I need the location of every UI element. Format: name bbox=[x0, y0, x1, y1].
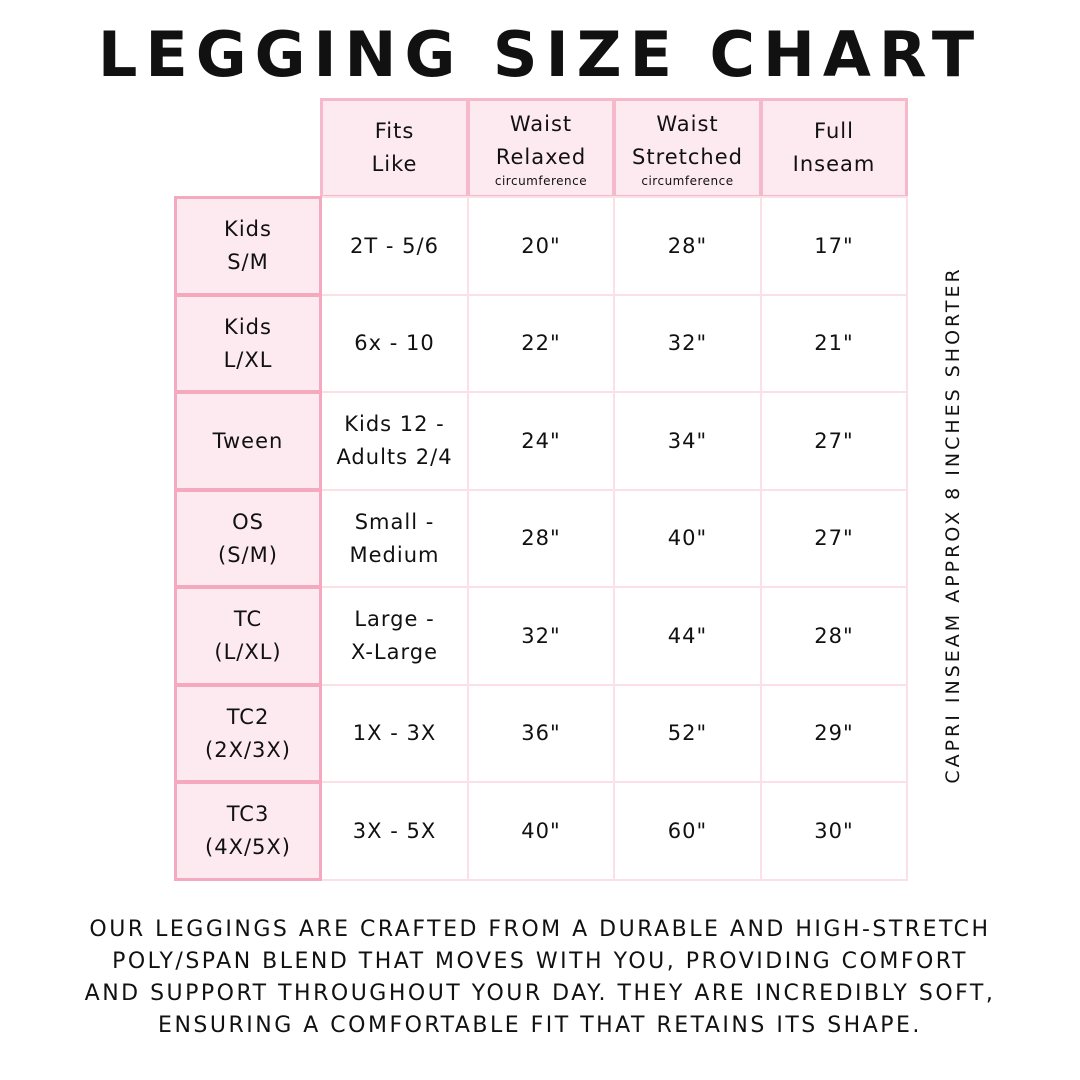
cell-text: 27" bbox=[814, 428, 854, 453]
table-cell: 28" bbox=[613, 196, 762, 296]
cell-text: Waist Stretched bbox=[632, 112, 743, 169]
table-cell: Large - X-Large bbox=[320, 586, 469, 686]
table-cell: 29" bbox=[760, 684, 908, 783]
table-cell: 2T - 5/6 bbox=[320, 196, 469, 296]
row-header: TC (L/XL) bbox=[174, 586, 322, 686]
capri-note: CAPRI INSEAM APPROX 8 INCHES SHORTER bbox=[942, 266, 964, 784]
cell-text: 2T - 5/6 bbox=[350, 233, 439, 258]
cell-text: 60" bbox=[667, 818, 708, 843]
description: Our leggings are crafted from a durable … bbox=[0, 914, 1080, 1042]
cell-text: 32" bbox=[521, 623, 561, 648]
table-cell: Kids 12 - Adults 2/4 bbox=[320, 391, 469, 491]
table-cell: 32" bbox=[467, 586, 615, 686]
table-cell: 6x - 10 bbox=[320, 294, 469, 393]
table-cell: 27" bbox=[760, 391, 908, 491]
cell-text: 44" bbox=[667, 623, 708, 648]
table-cell: Small - Medium bbox=[320, 489, 469, 588]
cell-text: 28" bbox=[667, 233, 708, 258]
table-cell: 1X - 3X bbox=[320, 684, 469, 783]
cell-text: TC3 (4X/5X) bbox=[205, 802, 291, 859]
column-header: Full Inseam bbox=[760, 98, 908, 198]
cell-text: 30" bbox=[814, 818, 854, 843]
page-title: LEGGING SIZE CHART bbox=[97, 18, 983, 91]
table-cell: 22" bbox=[467, 294, 615, 393]
table-cell: 28" bbox=[467, 489, 615, 588]
table-cell: 60" bbox=[613, 781, 762, 881]
description-line: poly/span blend that moves with you, pro… bbox=[112, 949, 968, 974]
cell-text: Small - Medium bbox=[349, 509, 440, 567]
table-cell: 24" bbox=[467, 391, 615, 491]
table-cell: 28" bbox=[760, 586, 908, 686]
cell-text: TC (L/XL) bbox=[214, 607, 282, 664]
cell-text: Kids L/XL bbox=[223, 314, 273, 372]
row-header: TC3 (4X/5X) bbox=[174, 781, 322, 881]
description-line: Our leggings are crafted from a durable … bbox=[89, 917, 991, 942]
cell-text: 40" bbox=[521, 818, 561, 843]
column-header: Fits Like bbox=[320, 98, 469, 198]
cell-text: 29" bbox=[814, 721, 854, 745]
table-cell: 34" bbox=[613, 391, 762, 491]
row-header: Kids S/M bbox=[174, 196, 322, 296]
cell-text: 36" bbox=[521, 721, 561, 745]
cell-text: 40" bbox=[667, 526, 708, 550]
table-cell: 44" bbox=[613, 586, 762, 686]
table-cell: 40" bbox=[613, 489, 762, 588]
table-cell: 30" bbox=[760, 781, 908, 881]
cell-text: 21" bbox=[814, 331, 854, 355]
table-cell: 52" bbox=[613, 684, 762, 783]
description-line: and support throughout your day. They ar… bbox=[84, 981, 996, 1006]
cell-text: 52" bbox=[667, 721, 708, 745]
cell-text: Large - X-Large bbox=[350, 607, 438, 664]
cell-text: Fits Like bbox=[371, 119, 418, 176]
table-cell: 27" bbox=[760, 489, 908, 588]
cell-text: 34" bbox=[667, 428, 708, 453]
row-header: Tween bbox=[174, 391, 322, 491]
cell-text: OS (S/M) bbox=[218, 509, 278, 567]
column-header: Waist Relaxed circumference bbox=[467, 98, 615, 198]
row-header: TC2 (2X/3X) bbox=[174, 684, 322, 783]
cell-text: TC2 (2X/3X) bbox=[205, 704, 291, 762]
table-cell: 17" bbox=[760, 196, 908, 296]
table-cell: 3X - 5X bbox=[320, 781, 469, 881]
cell-text: Kids 12 - Adults 2/4 bbox=[336, 412, 453, 469]
cell-text: 28" bbox=[814, 623, 854, 648]
cell-text: 32" bbox=[667, 331, 708, 355]
size-table: Fits Like Waist Relaxed circumference Waist… bbox=[174, 98, 908, 881]
cell-text: Tween bbox=[212, 428, 284, 453]
cell-text: 6x - 10 bbox=[354, 331, 435, 355]
column-header: Waist Stretched circumference bbox=[613, 98, 762, 198]
cell-subtext: circumference bbox=[641, 174, 734, 188]
table-cell: 36" bbox=[467, 684, 615, 783]
cell-text: Waist Relaxed bbox=[495, 112, 587, 169]
row-header: Kids L/XL bbox=[174, 294, 322, 393]
table-cell: 32" bbox=[613, 294, 762, 393]
cell-text: Full Inseam bbox=[792, 119, 876, 176]
cell-text: 28" bbox=[521, 526, 561, 550]
description-line: ensuring a comfortable fit that retains … bbox=[158, 1013, 922, 1038]
table-cell: 40" bbox=[467, 781, 615, 881]
cell-text: 17" bbox=[814, 233, 854, 258]
cell-text: 3X - 5X bbox=[352, 818, 437, 843]
cell-text: 20" bbox=[521, 233, 561, 258]
cell-text: 1X - 3X bbox=[352, 721, 437, 745]
row-header: OS (S/M) bbox=[174, 489, 322, 588]
cell-subtext: circumference bbox=[494, 174, 588, 188]
cell-text: 27" bbox=[814, 526, 854, 550]
cell-text: 22" bbox=[521, 331, 561, 355]
table-cell: 20" bbox=[467, 196, 615, 296]
cell-text: Kids S/M bbox=[224, 217, 272, 274]
cell-text: 24" bbox=[521, 428, 561, 453]
table-cell: 21" bbox=[760, 294, 908, 393]
